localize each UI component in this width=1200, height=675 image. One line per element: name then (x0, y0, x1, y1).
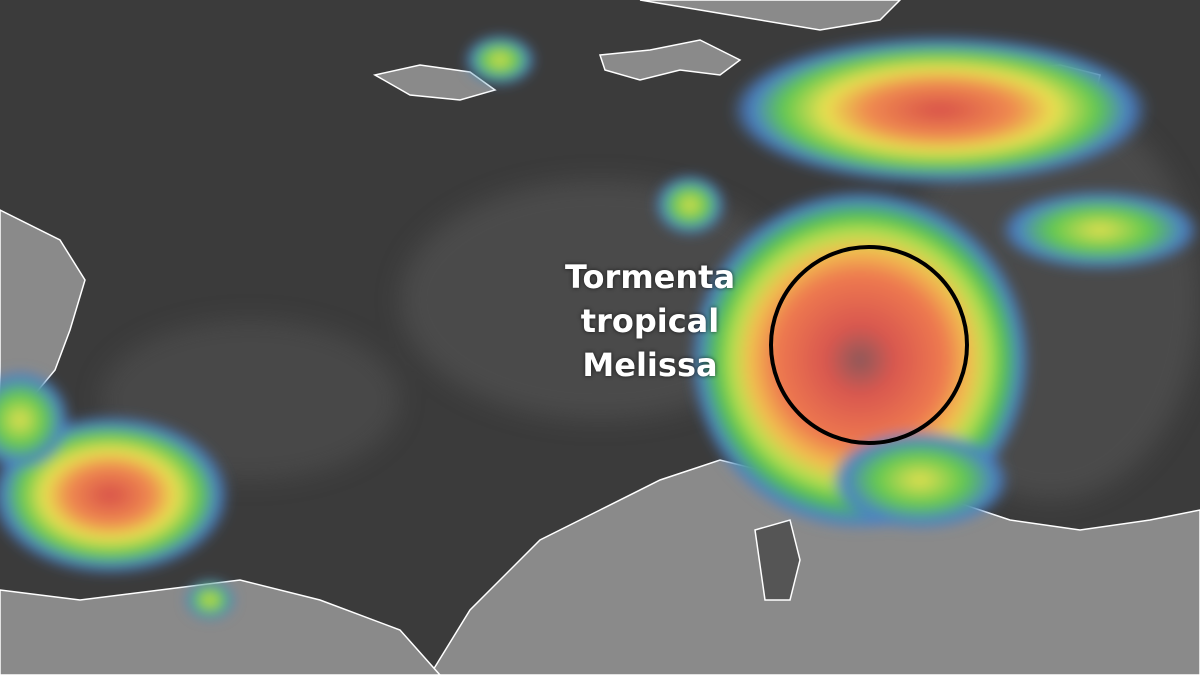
label-line-3: Melissa (582, 346, 718, 384)
maracaibo-lake (754, 519, 801, 601)
storm-highlight-circle (769, 245, 969, 445)
label-line-2: tropical (580, 302, 720, 340)
jamaica (372, 64, 497, 101)
hispaniola (598, 39, 742, 81)
central-america-south (0, 579, 442, 675)
cuba (639, 0, 902, 31)
storm-label: Tormenta tropical Melissa (540, 255, 760, 387)
label-line-1: Tormenta (564, 258, 736, 296)
convection (0, 35, 1200, 620)
